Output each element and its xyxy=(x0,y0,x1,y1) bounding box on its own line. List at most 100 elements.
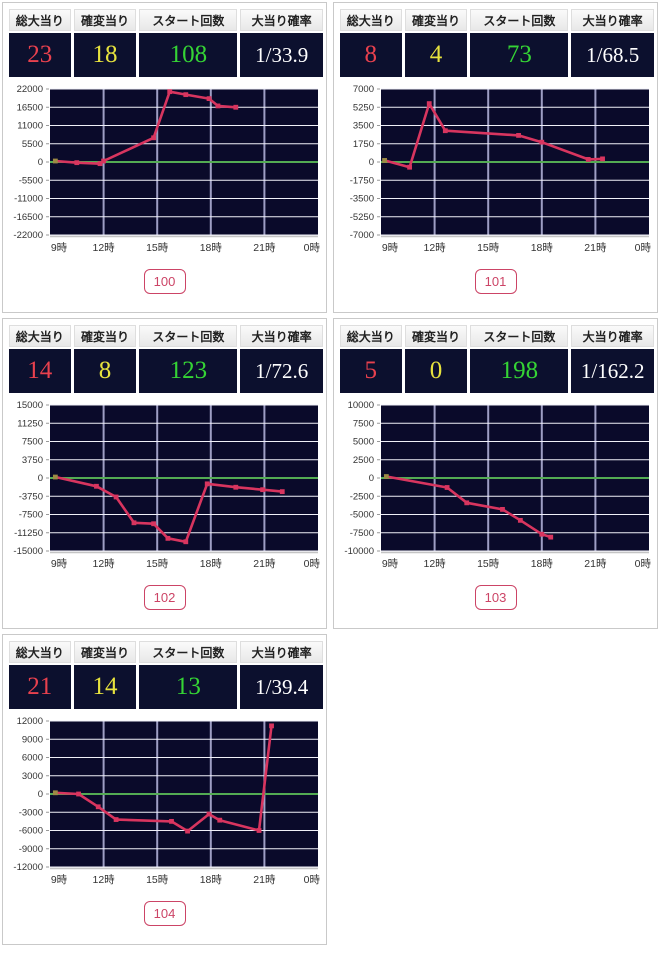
start-count-value: 73 xyxy=(470,33,569,77)
svg-text:1750: 1750 xyxy=(352,139,373,150)
svg-text:-9000: -9000 xyxy=(18,844,42,855)
payout-line-chart: 12000 9000 6000 3000 0 -3000 -6000 -9000 -12000 9… xyxy=(13,716,320,886)
header-kakuhen-jackpots: 確変当り xyxy=(73,9,137,31)
stats-table: 総大当り 確変当り スタート回数 大当り確率 8 4 73 1/68.5 xyxy=(340,9,655,77)
svg-text:-12000: -12000 xyxy=(13,862,43,873)
jackpot-rate-value: 1/39.4 xyxy=(240,665,324,709)
svg-text:18時: 18時 xyxy=(199,558,222,570)
svg-text:-3500: -3500 xyxy=(349,194,373,205)
svg-text:-15000: -15000 xyxy=(13,546,43,557)
svg-text:15時: 15時 xyxy=(477,242,500,254)
kakuhen-jackpots-value: 0 xyxy=(404,349,468,393)
svg-text:-7500: -7500 xyxy=(18,510,42,521)
svg-text:9時: 9時 xyxy=(50,874,67,886)
header-jackpot-rate: 大当り確率 xyxy=(240,641,324,663)
header-jackpot-rate: 大当り確率 xyxy=(571,325,655,347)
svg-text:-5500: -5500 xyxy=(18,175,42,186)
kakuhen-jackpots-value: 18 xyxy=(73,33,137,77)
svg-text:-11000: -11000 xyxy=(14,194,43,205)
start-count-value: 123 xyxy=(139,349,238,393)
svg-text:-5250: -5250 xyxy=(349,212,373,223)
svg-text:15時: 15時 xyxy=(146,558,169,570)
header-total-jackpots: 総大当り xyxy=(340,325,402,347)
svg-text:0時: 0時 xyxy=(303,242,320,254)
header-start-count: スタート回数 xyxy=(139,641,238,663)
svg-text:9時: 9時 xyxy=(381,242,398,254)
header-start-count: スタート回数 xyxy=(139,325,238,347)
total-jackpots-value: 5 xyxy=(340,349,402,393)
header-total-jackpots: 総大当り xyxy=(340,9,402,31)
svg-text:21時: 21時 xyxy=(584,242,607,254)
svg-text:9000: 9000 xyxy=(21,734,42,745)
svg-text:10000: 10000 xyxy=(347,400,373,411)
svg-text:21時: 21時 xyxy=(253,874,276,886)
payout-line-chart: 22000 16500 11000 5500 0 -5500 -11000 -16500 -22… xyxy=(13,84,320,254)
total-jackpots-value: 8 xyxy=(340,33,402,77)
svg-text:5500: 5500 xyxy=(21,139,42,150)
payout-line-chart: 7000 5250 3500 1750 0 -1750 -3500 -5250 -7000 9時 1… xyxy=(349,84,651,254)
header-jackpot-rate: 大当り確率 xyxy=(571,9,655,31)
header-kakuhen-jackpots: 確変当り xyxy=(73,325,137,347)
jackpot-rate-value: 1/33.9 xyxy=(240,33,324,77)
svg-text:0時: 0時 xyxy=(303,558,320,570)
svg-text:3000: 3000 xyxy=(21,771,42,782)
svg-text:-5000: -5000 xyxy=(349,510,373,521)
svg-text:-7500: -7500 xyxy=(349,528,373,539)
total-jackpots-value: 21 xyxy=(9,665,71,709)
start-count-value: 13 xyxy=(139,665,238,709)
header-total-jackpots: 総大当り xyxy=(9,9,71,31)
machine-number-badge[interactable]: 100 xyxy=(143,269,186,294)
svg-text:9時: 9時 xyxy=(381,558,398,570)
svg-text:-1750: -1750 xyxy=(349,175,373,186)
machine-panel-101: 総大当り 確変当り スタート回数 大当り確率 8 4 73 1/68.5 700… xyxy=(333,2,658,313)
stats-table: 総大当り 確変当り スタート回数 大当り確率 5 0 198 1/162.2 xyxy=(340,325,655,393)
start-count-value: 198 xyxy=(470,349,569,393)
svg-text:0: 0 xyxy=(37,473,42,484)
svg-text:15時: 15時 xyxy=(146,874,169,886)
svg-text:21時: 21時 xyxy=(584,558,607,570)
svg-text:12時: 12時 xyxy=(92,558,115,570)
machine-number-badge[interactable]: 102 xyxy=(143,585,186,610)
header-start-count: スタート回数 xyxy=(139,9,238,31)
machine-panel-103: 総大当り 確変当り スタート回数 大当り確率 5 0 198 1/162.2 1… xyxy=(333,318,658,629)
header-kakuhen-jackpots: 確変当り xyxy=(404,9,468,31)
svg-text:-22000: -22000 xyxy=(13,230,43,241)
machine-number-badge[interactable]: 103 xyxy=(474,585,517,610)
svg-text:5250: 5250 xyxy=(352,102,373,113)
svg-text:7500: 7500 xyxy=(21,437,42,448)
svg-text:0: 0 xyxy=(37,789,42,800)
svg-text:3500: 3500 xyxy=(352,121,373,132)
machine-number-badge[interactable]: 104 xyxy=(143,901,186,926)
svg-text:12時: 12時 xyxy=(423,242,446,254)
svg-text:15時: 15時 xyxy=(477,558,500,570)
svg-text:-3750: -3750 xyxy=(18,491,42,502)
start-count-value: 108 xyxy=(139,33,238,77)
header-start-count: スタート回数 xyxy=(470,9,569,31)
svg-text:22000: 22000 xyxy=(16,84,42,95)
svg-text:12時: 12時 xyxy=(423,558,446,570)
stats-table: 総大当り 確変当り スタート回数 大当り確率 14 8 123 1/72.6 xyxy=(9,325,324,393)
machine-panel-102: 総大当り 確変当り スタート回数 大当り確率 14 8 123 1/72.6 1… xyxy=(2,318,327,629)
svg-text:7000: 7000 xyxy=(352,84,373,95)
machine-panel-100: 総大当り 確変当り スタート回数 大当り確率 23 18 108 1/33.9 … xyxy=(2,2,327,313)
svg-text:-2500: -2500 xyxy=(349,491,373,502)
kakuhen-jackpots-value: 8 xyxy=(73,349,137,393)
header-jackpot-rate: 大当り確率 xyxy=(240,9,324,31)
header-kakuhen-jackpots: 確変当り xyxy=(73,641,137,663)
svg-text:9時: 9時 xyxy=(50,558,67,570)
svg-text:15時: 15時 xyxy=(146,242,169,254)
svg-text:0時: 0時 xyxy=(634,558,651,570)
svg-text:21時: 21時 xyxy=(253,242,276,254)
jackpot-rate-value: 1/68.5 xyxy=(571,33,655,77)
svg-text:-6000: -6000 xyxy=(18,826,42,837)
machine-panel-104: 総大当り 確変当り スタート回数 大当り確率 21 14 13 1/39.4 1… xyxy=(2,634,327,945)
svg-text:0: 0 xyxy=(368,473,373,484)
header-total-jackpots: 総大当り xyxy=(9,641,71,663)
svg-text:0時: 0時 xyxy=(303,874,320,886)
machine-number-badge[interactable]: 101 xyxy=(474,269,517,294)
total-jackpots-value: 14 xyxy=(9,349,71,393)
svg-text:0: 0 xyxy=(37,157,42,168)
svg-text:5000: 5000 xyxy=(352,437,373,448)
svg-text:3750: 3750 xyxy=(21,455,42,466)
header-kakuhen-jackpots: 確変当り xyxy=(404,325,468,347)
